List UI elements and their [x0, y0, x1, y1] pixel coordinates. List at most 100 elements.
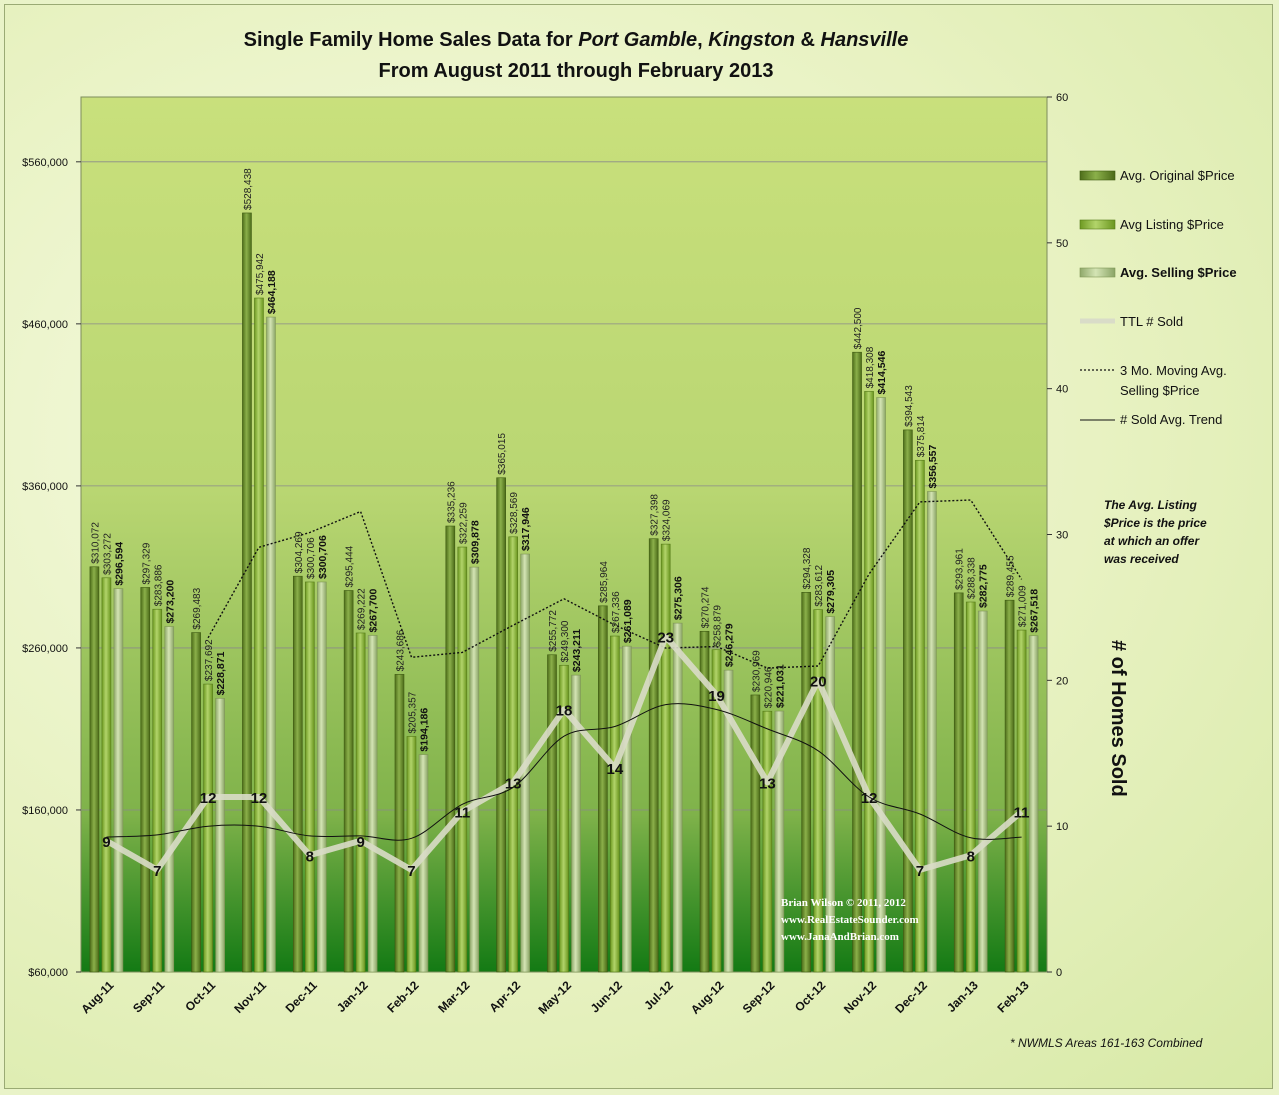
bar-listing	[304, 581, 315, 973]
bar-label-listing: $283,612	[814, 565, 825, 607]
bar-listing	[101, 577, 112, 973]
credit-block: Brian Wilson © 2011, 2012 www.RealEstate…	[781, 897, 919, 943]
sold-count-label: 12	[200, 790, 217, 807]
bar-label-original: $243,686	[395, 629, 406, 671]
x-tick-label: Dec-11	[283, 978, 320, 1015]
right-tick-label: 40	[1056, 384, 1068, 396]
bar-label-listing: $303,272	[102, 533, 113, 575]
bar-label-selling: $267,518	[1029, 589, 1041, 633]
bar-label-original: $442,500	[853, 307, 864, 349]
bar-selling	[367, 635, 378, 973]
x-axis-ticks: Aug-11 Sep-11 Oct-11 Nov-11 Dec-11 Jan-12 Feb-…	[78, 978, 1032, 1017]
sold-count-label: 8	[306, 848, 314, 865]
bar-label-listing: $328,569	[509, 492, 520, 534]
bar-listing	[762, 710, 773, 973]
sold-count-label: 12	[861, 790, 878, 807]
left-tick-label: $460,000	[22, 319, 68, 331]
sold-count-label: 11	[1014, 805, 1030, 822]
bar-label-original: $269,483	[192, 587, 203, 629]
bar-label-selling: $228,871	[215, 651, 227, 695]
sold-count-label: 18	[556, 703, 573, 720]
bar-listing	[355, 632, 366, 973]
legend-label-listing: Avg Listing $Price	[1120, 217, 1224, 232]
bar-listing	[965, 601, 976, 973]
left-tick-label: $360,000	[22, 481, 68, 493]
x-tick-label: Feb-13	[994, 978, 1031, 1015]
bar-listing	[559, 664, 569, 973]
bar-selling	[469, 566, 480, 973]
bar-label-listing: $288,338	[967, 557, 978, 599]
bar-label-selling: $309,878	[469, 520, 481, 564]
x-tick-label: Feb-12	[384, 978, 421, 1015]
sold-count-label: 7	[153, 863, 161, 880]
right-tick-label: 50	[1056, 238, 1068, 250]
sold-count-label: 7	[407, 863, 415, 880]
bar-label-listing: $267,336	[611, 591, 622, 633]
bar-label-selling: $300,706	[317, 535, 329, 579]
listing-price-note: The Avg. Listing $Price is the price at …	[1103, 498, 1207, 566]
bar-listing	[406, 736, 417, 973]
bar-selling	[164, 626, 175, 973]
x-tick-label: Mar-12	[435, 978, 472, 1015]
right-tick-label: 60	[1056, 92, 1068, 104]
x-tick-label: Sep-12	[740, 978, 778, 1016]
bar-listing	[813, 609, 824, 973]
sold-count-label: 11	[454, 805, 470, 822]
note-line-1: The Avg. Listing	[1104, 498, 1198, 512]
bar-original	[750, 694, 761, 973]
bar-label-original: $289,455	[1006, 555, 1017, 597]
title-part-e: &	[795, 29, 821, 51]
moving-average-line	[207, 499, 1023, 669]
sold-count-label: 13	[505, 775, 522, 792]
x-tick-label: Oct-11	[182, 978, 218, 1014]
bar-selling	[774, 710, 785, 973]
line-series	[104, 499, 1024, 873]
bar-original	[699, 630, 710, 973]
left-tick-label: $560,000	[22, 157, 68, 169]
left-axis-ticks: $60,000 $160,000 $260,000 $360,000 $460,000 $…	[22, 157, 81, 979]
sold-count-label: 14	[606, 761, 623, 778]
bar-label-selling: $464,188	[266, 270, 278, 314]
bar-selling	[876, 397, 886, 973]
bar-label-listing: $322,259	[458, 502, 469, 544]
bar-label-original: $327,398	[650, 494, 661, 536]
bar-listing	[508, 536, 518, 973]
bar-selling	[571, 674, 581, 973]
bar-label-original: $270,274	[701, 586, 712, 628]
note-line-3: at which an offer	[1104, 534, 1200, 548]
bar-original	[242, 212, 252, 973]
x-tick-label: Jan-13	[944, 978, 981, 1015]
legend-label-sold: TTL # Sold	[1120, 314, 1183, 329]
right-axis-title: # of Homes Sold	[1107, 640, 1129, 797]
legend-label-moving-avg-2: Selling $Price	[1120, 383, 1200, 398]
legend-swatch-listing	[1079, 219, 1116, 230]
bar-listing	[864, 391, 874, 973]
bar-label-original: $528,438	[243, 168, 254, 210]
bar-label-listing: $271,009	[1018, 585, 1029, 627]
sold-trend-line	[106, 703, 1022, 841]
left-tick-label: $160,000	[22, 805, 68, 817]
bar-label-listing: $418,308	[865, 346, 876, 388]
title-part-d: Kingston	[708, 29, 795, 51]
sold-count-label: 9	[102, 834, 110, 851]
bar-original	[547, 654, 557, 973]
bar-selling	[215, 698, 225, 973]
bar-selling	[316, 581, 327, 973]
bar-label-listing: $205,357	[407, 691, 418, 733]
legend-label-moving-avg-1: 3 Mo. Moving Avg.	[1120, 363, 1227, 378]
bar-label-listing: $258,879	[713, 605, 724, 647]
legend-swatch-original	[1079, 170, 1116, 181]
x-tick-label: Nov-12	[841, 978, 879, 1016]
price-bar-labels: $310,072 $303,272 $296,594 $297,329$283,886…	[90, 168, 1040, 752]
bar-selling	[927, 491, 937, 973]
bar-label-listing: $220,946	[763, 666, 774, 708]
bar-original	[953, 592, 964, 973]
right-tick-label: 30	[1056, 530, 1068, 542]
bar-original	[598, 605, 608, 973]
bar-listing	[711, 649, 722, 973]
x-tick-label: Sep-11	[130, 978, 167, 1015]
chart-title-line2: From August 2011 through February 2013	[379, 60, 774, 82]
bar-label-listing: $249,300	[560, 620, 571, 662]
right-axis-ticks: 0 10 20 30 40 50 60	[1047, 92, 1068, 979]
